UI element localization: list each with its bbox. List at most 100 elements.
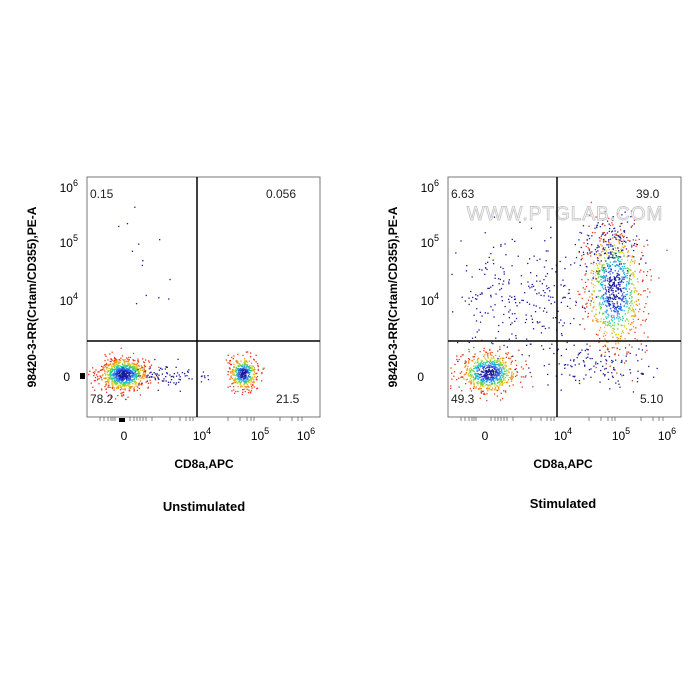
event-dot xyxy=(175,366,177,368)
x-axis: 0 104 105 106 xyxy=(460,417,676,443)
event-dot xyxy=(613,282,615,284)
event-dot xyxy=(133,386,135,388)
event-dot xyxy=(548,363,550,365)
event-dot xyxy=(108,377,110,379)
event-dot xyxy=(236,361,238,363)
event-dot xyxy=(148,376,150,378)
event-dot xyxy=(594,371,596,373)
event-dot xyxy=(238,363,240,365)
y-axis-label: 98420-3-RR(Crtam/CD355),PE-A xyxy=(25,206,39,387)
event-dot xyxy=(481,371,483,373)
event-dot xyxy=(511,371,513,373)
event-dot xyxy=(647,336,649,338)
event-dot xyxy=(613,236,615,238)
event-dot xyxy=(603,322,605,325)
event-dot xyxy=(607,258,609,260)
event-dot xyxy=(616,213,618,215)
event-dot xyxy=(121,373,123,375)
event-dot xyxy=(113,360,115,362)
event-dot xyxy=(117,386,119,388)
event-dot xyxy=(103,369,105,371)
event-dot xyxy=(585,357,587,359)
event-dot xyxy=(513,298,516,301)
event-dot xyxy=(507,352,509,354)
event-dot xyxy=(611,289,613,291)
event-dot xyxy=(633,223,635,225)
event-dot xyxy=(563,322,565,324)
event-dot xyxy=(123,359,125,361)
event-dot xyxy=(591,251,593,253)
event-dot xyxy=(112,373,114,376)
event-dot xyxy=(111,367,113,369)
event-dot xyxy=(637,299,639,301)
event-dot xyxy=(602,373,604,375)
event-dot xyxy=(248,367,250,369)
event-dot xyxy=(613,316,615,318)
event-dot xyxy=(243,360,246,363)
event-dot xyxy=(620,308,622,310)
event-dot xyxy=(482,365,484,368)
event-dot xyxy=(613,328,615,330)
event-dot xyxy=(128,368,130,371)
event-dot xyxy=(486,361,488,363)
event-dot xyxy=(125,369,127,372)
event-dot xyxy=(623,245,625,247)
event-dot xyxy=(627,283,630,285)
event-dot xyxy=(480,380,483,382)
event-dot xyxy=(597,280,599,283)
event-dot xyxy=(616,272,618,274)
event-dot xyxy=(578,382,581,385)
event-dot xyxy=(617,276,619,279)
event-dot xyxy=(127,375,129,377)
event-dot xyxy=(630,290,633,292)
event-dot xyxy=(603,332,605,335)
event-dot xyxy=(634,270,636,273)
event-dot xyxy=(142,260,144,262)
event-dot xyxy=(229,368,231,370)
event-dot xyxy=(605,312,607,314)
event-dot xyxy=(119,389,122,391)
event-dot xyxy=(618,242,620,244)
event-dot xyxy=(253,368,255,371)
event-dot xyxy=(595,216,597,218)
event-dot xyxy=(636,290,638,292)
event-dot xyxy=(531,318,533,320)
event-dot xyxy=(614,354,616,356)
event-dot xyxy=(510,361,513,364)
event-dot xyxy=(607,341,609,343)
event-dot xyxy=(561,334,563,337)
event-dot xyxy=(121,355,124,357)
event-dot xyxy=(257,364,259,367)
event-dot xyxy=(605,297,607,300)
event-dot xyxy=(144,365,146,368)
event-dot xyxy=(573,376,575,378)
event-dot xyxy=(502,376,504,378)
event-dot xyxy=(470,376,472,378)
y-tick-exponent: 6 xyxy=(434,178,439,188)
event-dot xyxy=(617,310,619,312)
event-dot xyxy=(479,374,481,376)
event-dot xyxy=(474,298,477,300)
event-dot xyxy=(615,334,617,336)
event-dot xyxy=(603,326,606,328)
event-dot xyxy=(499,380,501,382)
event-dot xyxy=(604,351,606,353)
event-dot xyxy=(188,378,190,380)
event-dot xyxy=(504,382,506,384)
event-dot xyxy=(619,260,621,262)
event-dot xyxy=(242,365,244,367)
event-dot xyxy=(610,243,612,246)
event-dot xyxy=(617,235,620,237)
event-dot xyxy=(490,374,492,376)
event-dot xyxy=(536,259,538,262)
event-dot xyxy=(129,370,131,372)
event-dot xyxy=(597,246,599,248)
event-dot xyxy=(487,361,489,363)
event-dot xyxy=(135,370,137,372)
event-dot xyxy=(460,240,462,242)
event-dot xyxy=(541,345,543,347)
event-dot xyxy=(470,367,472,369)
event-dot xyxy=(109,369,112,371)
event-dot xyxy=(238,378,240,380)
event-dot xyxy=(500,370,502,373)
